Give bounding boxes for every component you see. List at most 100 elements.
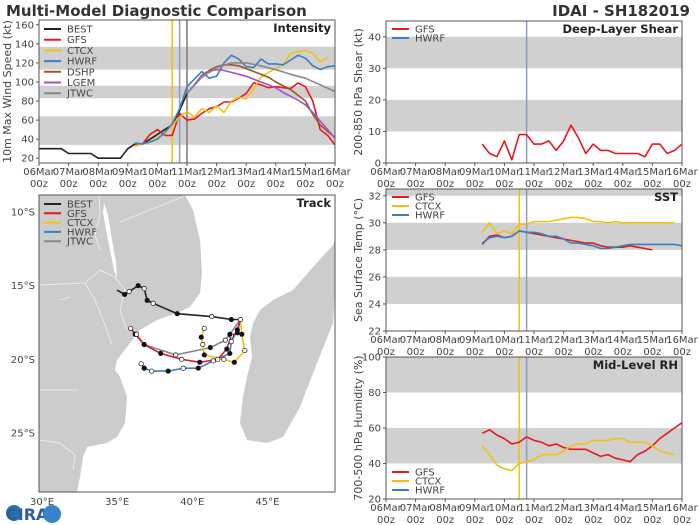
x-tick-sublabel: 00z (584, 515, 602, 525)
y-tick-label: 26 (368, 272, 381, 283)
track-point-best (174, 311, 180, 317)
x-tick-sublabel: 00z (30, 179, 48, 190)
lon-tick-label: 30°E (30, 497, 54, 508)
x-tick-label: 14Mar (260, 167, 292, 178)
rh-panel: 06Mar00z07Mar00z08Mar00z09Mar00z10Mar00z… (352, 353, 699, 525)
x-tick-label: 07Mar (400, 335, 432, 346)
y-tick-label: 140 (15, 39, 34, 50)
x-tick-sublabel: 00z (614, 515, 632, 525)
series-line-gfs (135, 82, 336, 147)
track-point-best (126, 288, 132, 295)
intensity-panel: 06Mar00z07Mar00z08Mar00z09Mar00z10Mar00z… (1, 19, 352, 190)
x-tick-sublabel: 00z (407, 515, 425, 525)
threshold-band (386, 222, 682, 250)
legend-label: HWRF (415, 211, 445, 222)
x-tick-label: 12Mar (548, 335, 580, 346)
x-tick-sublabel: 00z (296, 179, 314, 190)
track-point-best (237, 316, 243, 323)
x-tick-sublabel: 00z (119, 179, 137, 190)
x-tick-sublabel: 00z (267, 179, 285, 190)
x-tick-label: 16Mar (666, 503, 698, 514)
y-tick-label: 120 (15, 58, 34, 69)
x-tick-sublabel: 00z (555, 179, 573, 190)
legend-label: LGEM (67, 78, 95, 89)
x-tick-sublabel: 00z (237, 179, 255, 190)
y-axis-label: 10m Max Wind Speed (kt) (1, 20, 14, 163)
x-tick-label: 14Mar (607, 167, 639, 178)
x-tick-sublabel: 00z (643, 515, 661, 525)
x-tick-sublabel: 00z (525, 179, 543, 190)
series-line-best (39, 93, 188, 159)
africa-landmass (39, 195, 202, 492)
x-tick-sublabel: 00z (208, 179, 226, 190)
y-tick-label: 80 (368, 388, 381, 399)
legend-label: GFS (67, 209, 87, 220)
track-point-gfs (128, 325, 134, 331)
track-point-hwrf (227, 350, 233, 356)
x-tick-label: 12Mar (548, 503, 580, 514)
y-tick-label: 30 (368, 218, 381, 229)
x-tick-sublabel: 00z (673, 179, 691, 190)
y-tick-label: 30 (368, 64, 381, 75)
legend-label: HWRF (67, 57, 97, 68)
series-line-hwrf (135, 54, 336, 145)
x-tick-sublabel: 00z (326, 179, 344, 190)
track-point-hwrf (195, 365, 201, 371)
threshold-band (386, 357, 682, 393)
track-point-hwrf (228, 339, 234, 345)
track-point-gfs (215, 356, 221, 362)
y-tick-label: 100 (15, 77, 34, 88)
threshold-band (386, 276, 682, 304)
legend-label: GFS (415, 193, 435, 204)
legend-label: BEST (67, 200, 94, 211)
track-point-jtwc (173, 352, 179, 358)
track-point-best (144, 297, 150, 303)
x-tick-sublabel: 00z (436, 179, 454, 190)
track-point-ctcx (201, 352, 207, 358)
x-tick-sublabel: 00z (436, 347, 454, 358)
x-tick-label: 13Mar (577, 167, 609, 178)
track-point-hwrf (234, 327, 240, 333)
y-tick-label: 40 (368, 32, 381, 43)
track-point-best (150, 300, 156, 306)
track-point-best (141, 286, 147, 292)
x-tick-label: 10Mar (142, 167, 174, 178)
x-tick-sublabel: 00z (673, 347, 691, 358)
legend-label: GFS (415, 25, 435, 36)
y-tick-label: 24 (368, 299, 381, 310)
lon-tick-label: 45°E (255, 497, 279, 508)
x-tick-label: 08Mar (429, 167, 461, 178)
x-tick-label: 06Mar (23, 167, 55, 178)
x-tick-label: 15Mar (637, 503, 669, 514)
panel-title: Deep-Layer Shear (562, 22, 678, 36)
x-tick-sublabel: 00z (555, 347, 573, 358)
y-axis-label: 200-850 hPa Shear (kt) (352, 28, 365, 156)
track-point-hwrf (141, 365, 147, 371)
x-tick-label: 06Mar (370, 335, 402, 346)
track-point-gfs (179, 356, 185, 362)
x-tick-sublabel: 00z (407, 347, 425, 358)
y-tick-label: 160 (15, 20, 34, 31)
track-point-gfs (197, 359, 203, 365)
x-tick-label: 12Mar (201, 167, 233, 178)
track-point-gfs (158, 350, 164, 356)
y-tick-label: 28 (368, 245, 381, 256)
y-axis-label: Sea Surface Temp (°C) (352, 198, 365, 322)
x-tick-label: 08Mar (82, 167, 114, 178)
x-tick-sublabel: 00z (178, 179, 196, 190)
legend-label: HWRF (415, 486, 445, 497)
track-point-jtwc (207, 345, 213, 351)
x-tick-label: 13Mar (577, 335, 609, 346)
track-point-ctcx (242, 347, 248, 354)
lon-tick-label: 35°E (105, 497, 129, 508)
track-point-gfs (224, 346, 230, 352)
panel-title: Track (297, 196, 332, 210)
threshold-band (386, 99, 682, 132)
panel-title: SST (654, 190, 678, 204)
y-tick-label: 60 (368, 424, 381, 435)
x-tick-label: 09Mar (112, 167, 144, 178)
x-tick-label: 13Mar (577, 503, 609, 514)
x-tick-label: 07Mar (400, 503, 432, 514)
track-point-ctcx (231, 359, 237, 365)
